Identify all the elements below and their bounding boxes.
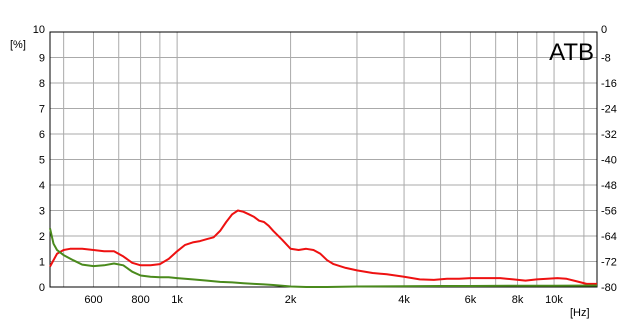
y-left-tick-label: 10 [33,24,45,36]
x-tick-label: 600 [84,294,102,306]
x-tick-label: 4k [398,294,410,306]
y-left-tick-label: 8 [39,78,45,90]
x-tick-label: 8k [512,294,524,306]
y-left-tick-label: 2 [39,231,45,243]
corner-label: ATB [549,39,594,66]
series-line-1 [49,209,597,285]
y-right-tick-label: -64 [601,231,617,243]
x-tick-label: 2k [285,294,297,306]
y-right-tick-label: -80 [601,282,617,294]
y-right-tick-label: -40 [601,155,617,167]
y-right-tick-label: -56 [601,206,617,218]
series-line-2 [49,228,598,288]
axis-labels: 012345678910-80-72-64-56-48-40-32-24-16-… [33,24,617,306]
y-right-tick-label: -48 [601,180,617,192]
y-left-tick-label: 7 [39,104,45,116]
y-axis-label-left: [%] [10,39,26,51]
x-tick-label: 6k [465,294,477,306]
y-left-tick-label: 1 [39,257,45,269]
x-axis-label: [Hz] [570,307,590,319]
y-left-tick-label: 0 [39,282,45,294]
y-right-tick-label: -72 [601,257,617,269]
y-left-tick-label: 5 [39,155,45,167]
y-right-tick-label: -8 [601,53,611,65]
y-right-tick-label: -32 [601,129,617,141]
y-right-tick-label: -24 [601,104,617,116]
y-left-tick-label: 3 [39,206,45,218]
x-tick-label: 1k [171,294,183,306]
y-left-tick-label: 9 [39,53,45,65]
series-layer [49,209,598,288]
y-right-tick-label: -16 [601,78,617,90]
x-tick-label: 10k [545,294,563,306]
y-right-tick-label: 0 [601,24,607,36]
y-left-tick-label: 6 [39,129,45,141]
x-tick-label: 800 [131,294,149,306]
y-left-tick-label: 4 [39,180,45,192]
